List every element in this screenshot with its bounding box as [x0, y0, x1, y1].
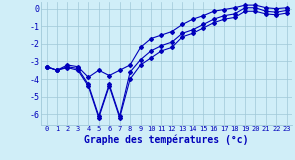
X-axis label: Graphe des températures (°c): Graphe des températures (°c) — [84, 135, 249, 145]
